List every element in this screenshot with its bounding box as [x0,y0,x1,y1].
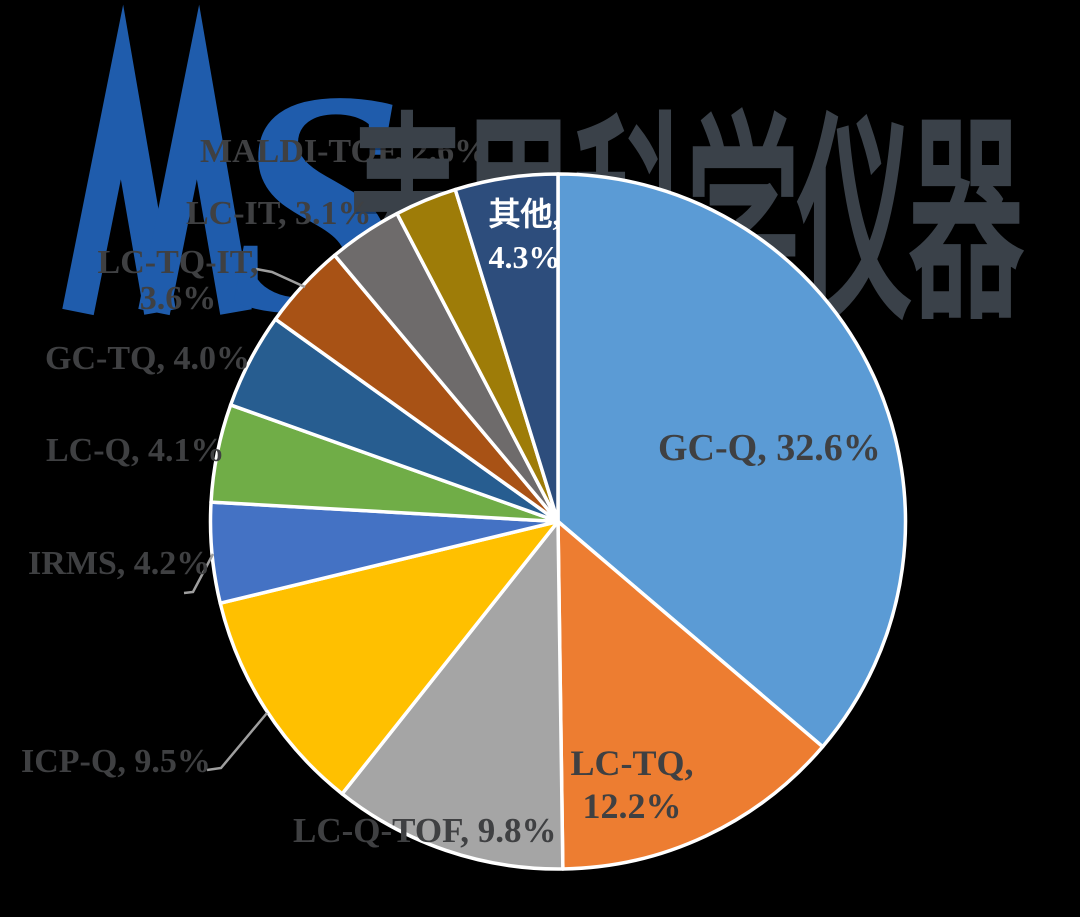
slice-label-lctqit: LC-TQ-IT, 3.6% [78,245,278,316]
slice-label-gcq: GC-Q, 32.6% [658,427,881,469]
slice-label-icpq: ICP-Q, 9.5% [21,743,211,780]
slice-label-lcit: LC-IT, 3.1% [186,195,372,232]
slice-label-lctqit-line1: LC-TQ-IT, [97,244,259,281]
slice-label-lctq: LC-TQ, 12.2% [542,742,722,828]
pie-slice-lcqtof [340,519,565,871]
slice-label-qita-line2: 4.3% [488,239,561,276]
pie-slice-gcq [556,172,908,749]
slice-label-lctq-line1: LC-TQ, [570,743,694,783]
slice-label-lctqit-line2: 3.6% [139,279,217,317]
slice-label-qita-line1: 其他, [488,196,561,232]
slice-label-irms: IRMS, 4.2% [28,545,211,582]
pie-slice-qita [453,172,560,524]
slice-label-qita: 其他, 4.3% [467,193,582,279]
leader-line-icpq [206,712,268,772]
pie-slice-icpq [218,519,560,796]
pie-slice-lctq [556,519,825,871]
leader-line-irms [183,553,215,595]
slice-label-lcqtof: LC-Q-TOF, 9.8% [293,811,557,850]
slice-label-malditof: MALDI-TOF, 2.6% [200,133,489,170]
slice-label-lcq: LC-Q, 4.1% [46,432,225,469]
leader-line-lctqit [255,267,306,289]
slice-label-gctq: GC-TQ, 4.0% [45,340,250,377]
logo-m-glyph [62,4,252,316]
slice-label-lctq-line2: 12.2% [582,786,682,827]
